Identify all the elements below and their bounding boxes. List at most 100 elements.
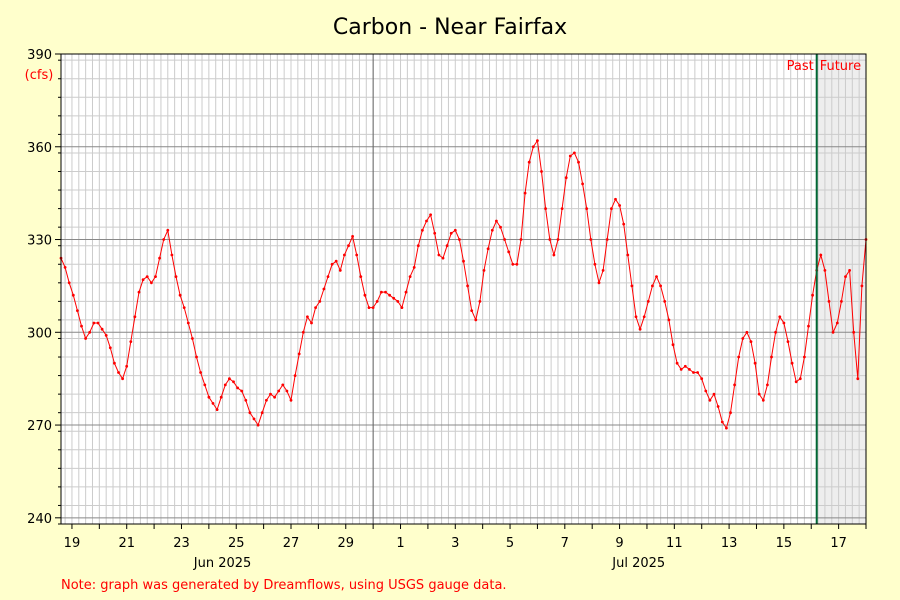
data-point: [478, 300, 482, 303]
data-point: [223, 383, 227, 387]
data-point: [852, 330, 856, 334]
data-point: [314, 306, 317, 309]
data-point: [753, 361, 757, 365]
data-point: [211, 402, 215, 405]
data-point: [790, 361, 794, 365]
data-point: [310, 321, 313, 325]
data-point: [186, 321, 190, 325]
data-point: [162, 238, 166, 241]
data-point: [610, 207, 613, 211]
data-point: [688, 368, 691, 371]
data-point: [470, 309, 474, 312]
data-point: [388, 293, 391, 297]
data-point: [622, 222, 626, 226]
data-point: [495, 219, 498, 223]
x-tick-label: 15: [776, 536, 793, 551]
x-tick-label: 9: [615, 536, 623, 551]
data-point: [831, 330, 835, 334]
data-point: [113, 361, 116, 365]
future-shading: [816, 54, 866, 524]
x-tick-label: 11: [666, 536, 683, 551]
x-month-label: Jun 2025: [193, 556, 252, 571]
data-point: [273, 395, 276, 399]
data-point: [416, 244, 420, 248]
data-point: [774, 330, 777, 334]
data-point: [421, 228, 424, 232]
data-point: [433, 231, 437, 235]
data-point: [729, 411, 732, 415]
data-point: [844, 275, 847, 278]
data-point: [630, 284, 634, 288]
data-point: [154, 275, 157, 278]
data-point: [811, 293, 814, 297]
data-point: [798, 377, 802, 381]
data-point: [375, 300, 379, 303]
data-point: [794, 380, 798, 384]
data-point: [515, 262, 519, 266]
data-point: [499, 225, 502, 229]
data-point: [129, 340, 133, 343]
data-point: [301, 330, 305, 334]
data-point: [593, 262, 597, 266]
data-point: [626, 253, 630, 257]
data-point: [803, 355, 806, 359]
data-point: [338, 269, 342, 272]
data-point: [556, 238, 560, 241]
x-tick-label: 13: [721, 536, 738, 551]
data-point: [523, 191, 527, 195]
footnote: Note: graph was generated by Dreamflows,…: [61, 578, 507, 593]
data-point: [782, 321, 786, 325]
data-point: [199, 371, 203, 374]
data-point: [445, 244, 449, 248]
data-point: [597, 281, 601, 285]
y-tick-label: 330: [27, 234, 52, 249]
data-point: [679, 368, 683, 371]
data-point: [827, 300, 831, 303]
data-point: [293, 374, 297, 377]
data-point: [671, 343, 675, 347]
data-point: [76, 309, 79, 312]
y-tick-label: 270: [27, 419, 52, 434]
data-point: [823, 269, 827, 272]
data-point: [770, 355, 773, 359]
data-point: [343, 253, 346, 257]
data-point: [531, 145, 535, 149]
data-point: [92, 321, 96, 325]
data-point: [449, 231, 453, 235]
data-point: [548, 238, 552, 241]
y-tick-label: 300: [27, 326, 52, 341]
data-point: [642, 315, 646, 319]
data-point: [453, 228, 457, 232]
data-point: [766, 383, 769, 387]
data-points: [59, 139, 868, 430]
data-point: [244, 398, 248, 402]
data-point: [786, 340, 790, 343]
x-tick-label: 7: [561, 536, 569, 551]
data-point: [347, 244, 350, 248]
data-point: [708, 398, 712, 402]
data-point: [351, 235, 354, 238]
data-point: [117, 371, 120, 374]
data-point: [761, 398, 765, 402]
data-point: [634, 315, 638, 319]
data-point: [367, 306, 371, 309]
data-point: [527, 160, 531, 164]
x-tick-label: 3: [451, 536, 459, 551]
data-point: [646, 300, 650, 303]
data-point: [807, 324, 810, 328]
x-tick-label: 21: [118, 536, 135, 551]
data-point: [133, 315, 137, 319]
data-point: [507, 250, 511, 254]
data-point: [191, 337, 194, 340]
data-point: [519, 238, 523, 241]
data-point: [174, 275, 178, 278]
data-point: [412, 266, 416, 269]
data-point: [667, 318, 671, 322]
data-point: [326, 275, 330, 278]
data-point: [330, 262, 334, 266]
data-point: [400, 306, 404, 309]
data-point: [564, 176, 568, 180]
data-point: [749, 340, 753, 343]
data-point: [486, 247, 490, 251]
